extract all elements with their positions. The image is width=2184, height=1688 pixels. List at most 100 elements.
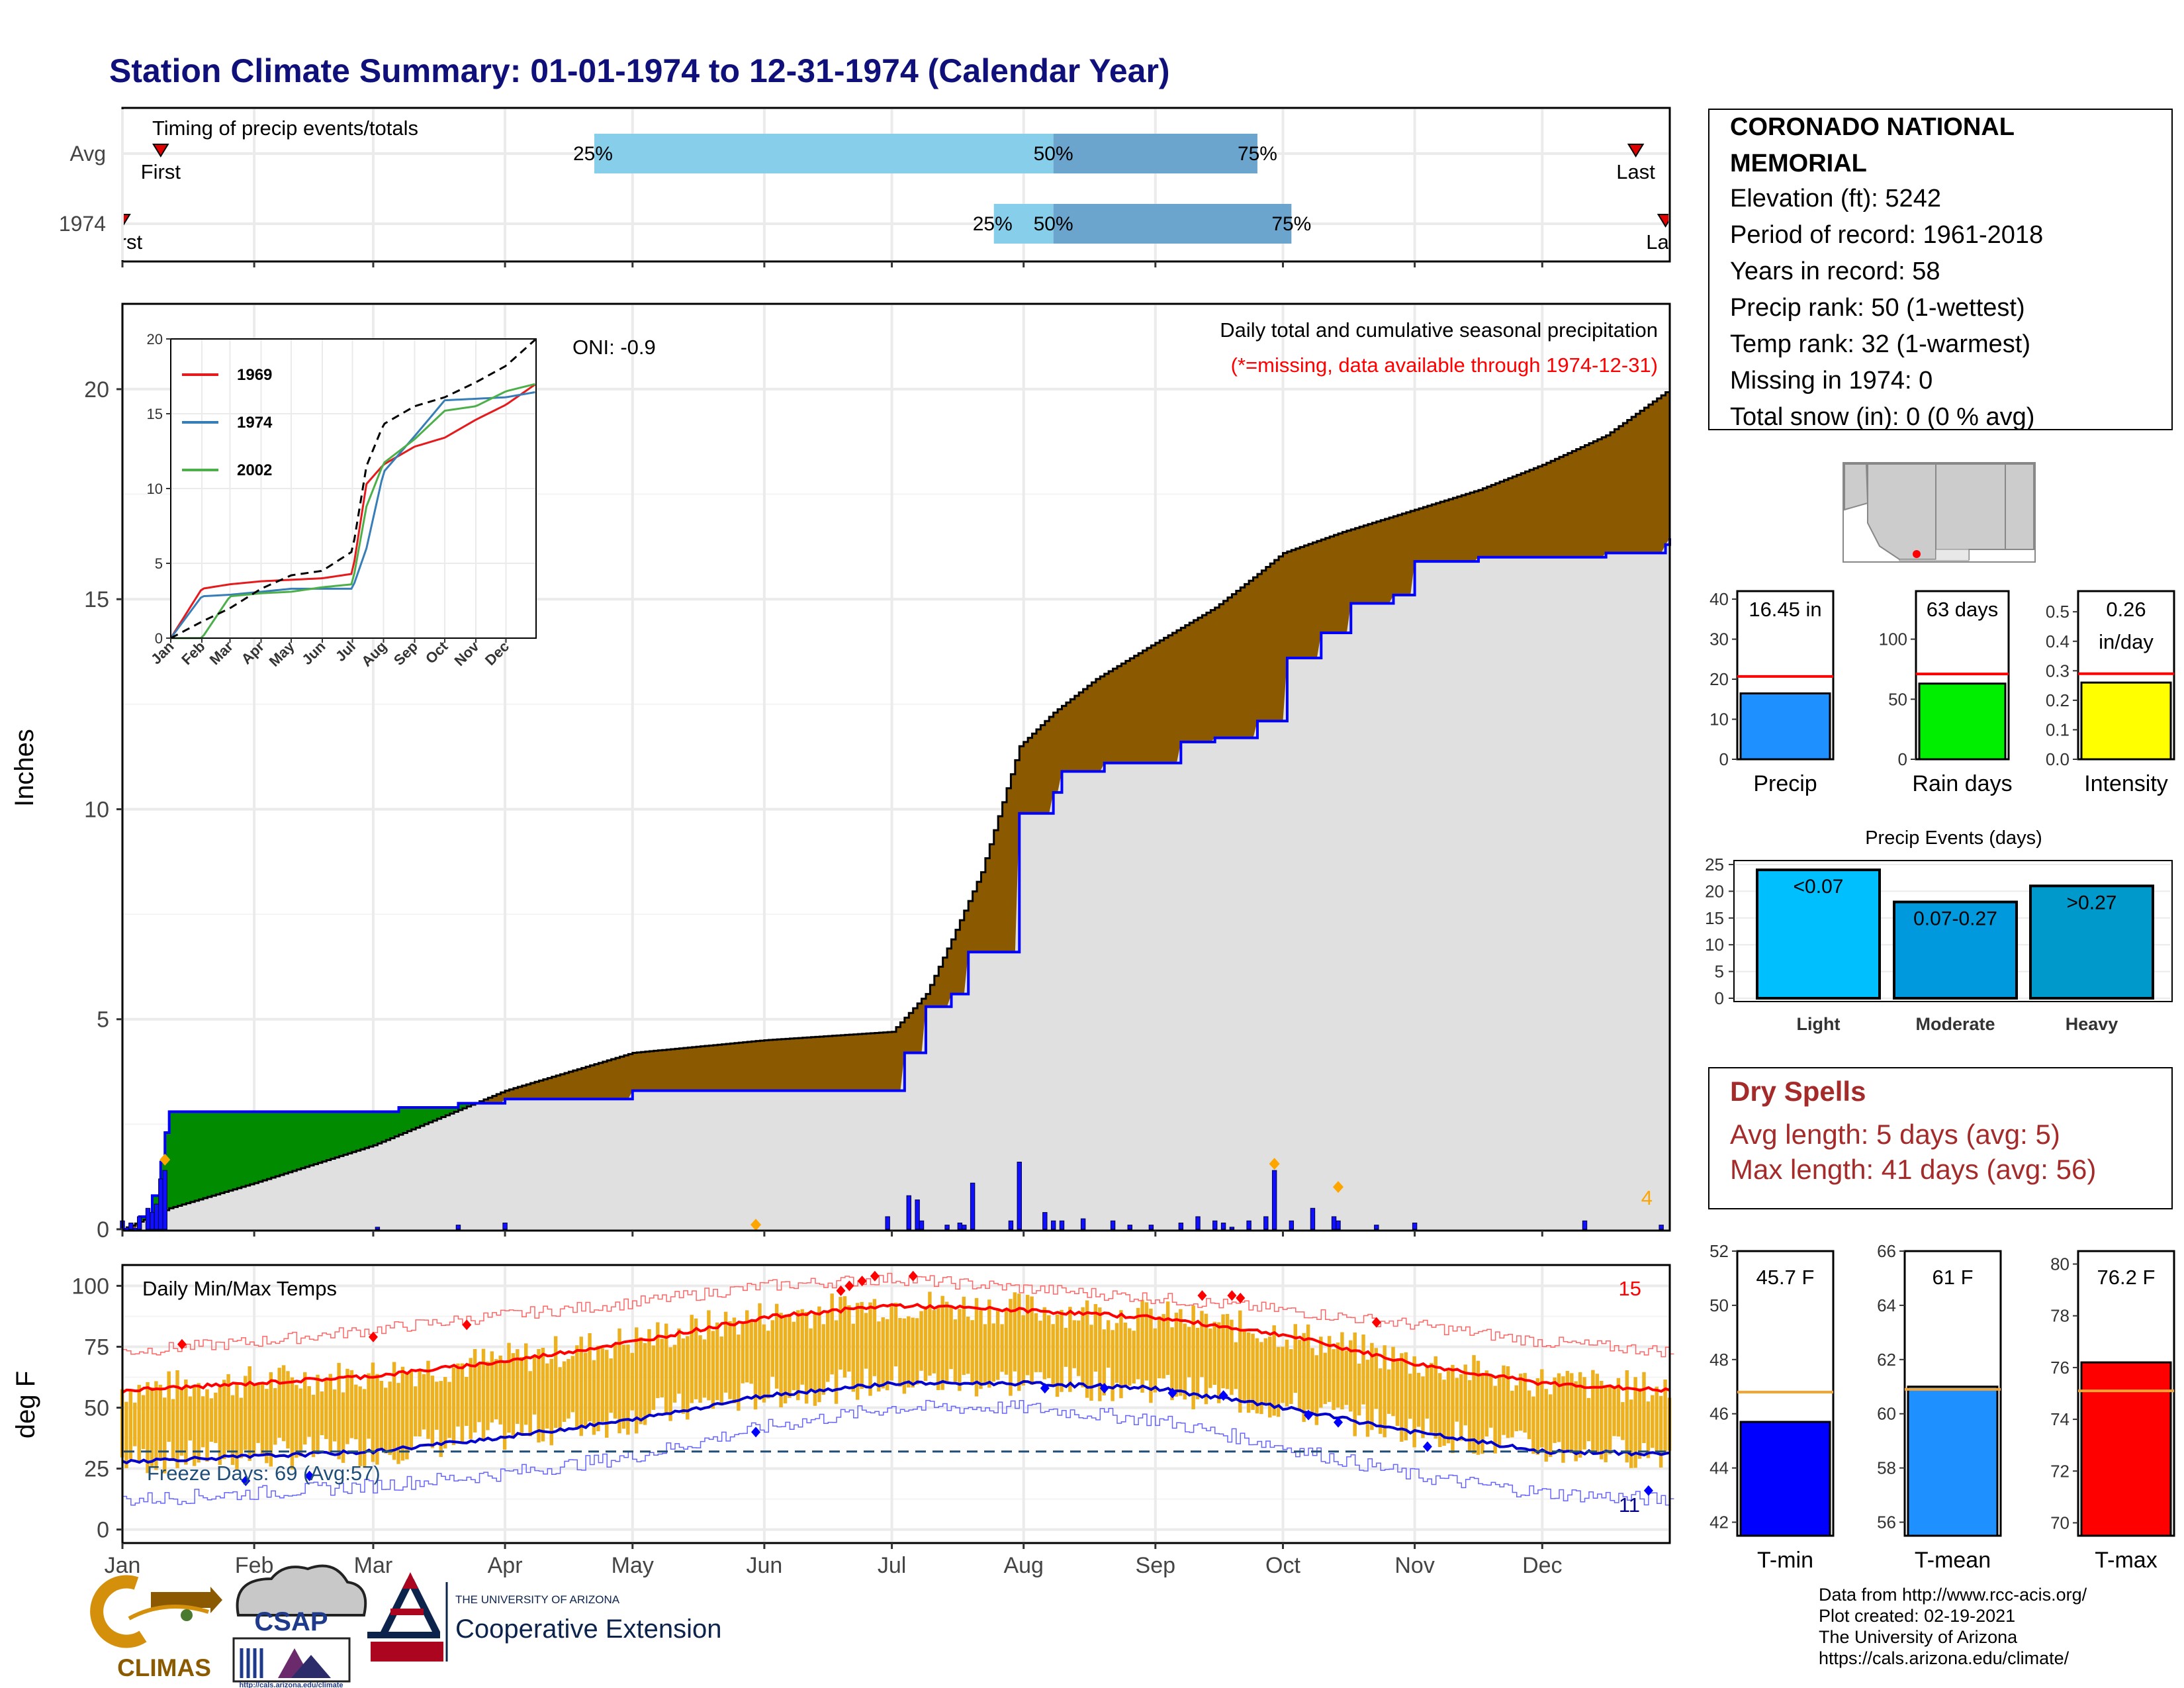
daily-precip-bar [502, 1222, 508, 1230]
summary-category-label: Precip [1753, 771, 1817, 796]
freeze-days: Freeze Days: 69 (Avg:57) [147, 1462, 381, 1485]
station-location-dot [1913, 550, 1921, 558]
timing-label: Timing of precip events/totals [152, 117, 418, 140]
month-tick-label: Apr [488, 1553, 523, 1578]
record-min-line [122, 1399, 1674, 1506]
daily-precip-bar [1271, 1170, 1277, 1230]
temp-ytick-label: 0 [97, 1518, 109, 1543]
summary-ytick-label: 40 [1709, 589, 1729, 609]
ua-logo: THE UNIVERSITY OF ARIZONA Cooperative Ex… [367, 1572, 721, 1662]
daily-precip-bar [944, 1225, 950, 1230]
inset-legend-label-2002: 2002 [237, 461, 272, 479]
station-snow: Total snow (in): 0 (0 % avg) [1730, 403, 2034, 431]
summary-ytick-label: 0 [1898, 749, 1907, 769]
station-name-line1: CORONADO NATIONAL [1730, 113, 2015, 141]
record-low-marker [241, 1475, 251, 1486]
precip-caption: Daily total and cumulative seasonal prec… [1220, 318, 1658, 342]
events-bar-light [1756, 868, 1881, 1000]
station-years: Years in record: 58 [1730, 258, 1940, 285]
summary-ytick-label: 0.1 [2046, 720, 2070, 739]
first-event-label: First [141, 160, 181, 183]
footer-line2: Plot created: 02-19-2021 [1819, 1606, 2015, 1626]
daily-precip-bar [150, 1212, 155, 1230]
events-bar-heavy [2029, 884, 2154, 1000]
record-high-marker [1197, 1290, 1207, 1301]
daily-precip-bar [1659, 1225, 1664, 1230]
timing-bar-q50-q75 [1053, 204, 1292, 244]
events-ytick-label: 10 [1705, 935, 1724, 955]
station-period: Period of record: 1961-2018 [1730, 221, 2043, 249]
daily-precip-bar [1582, 1220, 1588, 1230]
precip-ytick-label: 0 [97, 1217, 109, 1243]
temp-ytick-label: 25 [84, 1457, 109, 1482]
record-low-marker [1422, 1441, 1432, 1452]
cumulative-1974-line [122, 538, 1671, 1231]
daily-precip-bar [919, 1220, 925, 1230]
last-event-label: Last [1646, 230, 1685, 254]
dry-spells-title: Dry Spells [1730, 1076, 1866, 1107]
month-tick-label: Aug [1003, 1553, 1044, 1578]
first-event-marker [124, 214, 131, 226]
timing-row-avg: Avg [69, 142, 106, 165]
summary-category-label: Rain days [1912, 771, 2012, 796]
avg-cumulative-line [122, 389, 1671, 1231]
record-high-marker [908, 1270, 918, 1282]
footer-credits: Data from http://www.rcc-acis.org/ Plot … [1819, 1585, 2087, 1668]
temp-bar-t-min [1739, 1421, 1831, 1537]
last-event-marker [1627, 144, 1645, 158]
temp-box-label: T-mean [1915, 1548, 1991, 1573]
month-tick-label: Jun [746, 1553, 782, 1578]
temp-box-value: 61 F [1932, 1266, 1973, 1289]
daily-precip-bar [1212, 1220, 1218, 1230]
dry-spells-box: Dry Spells Avg length: 5 days (avg: 5) M… [1708, 1067, 2173, 1209]
csap-logo: CSAP http://cals.arizona.edu/climate [232, 1564, 367, 1688]
daily-precip-bar [1127, 1225, 1132, 1230]
temp-box-ytick-label: 76 [2050, 1358, 2070, 1378]
month-tick-label: Dec [1522, 1553, 1562, 1578]
temp-panel: 0 25 50 75 100 Jan Feb Mar Apr May Jun Jul Aug Sep Oc… [11, 1264, 1674, 1578]
temp-y-label: deg F [11, 1371, 40, 1438]
events-ytick-label: 20 [1705, 881, 1724, 901]
temp-bar-t-max [2080, 1361, 2172, 1537]
record-low-marker [1334, 1417, 1343, 1428]
record-max-line [122, 1272, 1674, 1358]
inset-line-1974 [169, 391, 535, 639]
precip-count-label: 4 [1641, 1186, 1653, 1209]
temp-box-ytick-label: 72 [2050, 1461, 2070, 1481]
summary-category-label: Intensity [2084, 771, 2168, 796]
record-high-marker [870, 1270, 880, 1282]
first-event-label: First [103, 230, 143, 254]
station-elevation: Elevation (ft): 5242 [1730, 185, 1941, 212]
daily-precip-bar [136, 1216, 142, 1230]
record-low-marker [1304, 1409, 1314, 1421]
summary-ytick-label: 100 [1879, 630, 1907, 649]
station-temp-rank: Temp rank: 32 (1-warmest) [1730, 330, 2030, 358]
timing-q75-label: 75% [1238, 143, 1277, 165]
inset-legend-label-1969: 1969 [237, 366, 272, 384]
summary-bar-precip [1739, 692, 1831, 761]
month-tick-label: Nov [1394, 1553, 1434, 1578]
timing-row-1974: 1974 [59, 212, 106, 236]
inset-ytick-label: 20 [147, 331, 163, 348]
daily-precip-bar [154, 1203, 159, 1230]
summary-bar-rain-days [1918, 682, 2007, 761]
temp-panel-label: Daily Min/Max Temps [142, 1277, 337, 1300]
inset-ytick-label: 15 [147, 406, 163, 422]
timing-bar-q25-q50 [594, 134, 1054, 173]
daily-precip-bar [1374, 1225, 1379, 1230]
dry-spells-avg: Avg length: 5 days (avg: 5) [1730, 1119, 2060, 1150]
daily-precip-bar [128, 1222, 134, 1230]
temp-box-ytick-label: 60 [1877, 1404, 1896, 1424]
events-bar-range: <0.07 [1794, 876, 1844, 898]
summary-value-label: 0.26 [2106, 598, 2146, 621]
temp-ytick-label: 100 [71, 1274, 109, 1299]
record-high-marker [836, 1285, 846, 1296]
summary-ytick-label: 0.3 [2046, 661, 2070, 680]
daily-precip-bar [1412, 1222, 1418, 1230]
temp-summary-charts: 42 44 46 48 50 52 45.7 F T-min 56 58 60 62 64 66 61 F T… [1709, 1241, 2175, 1573]
daily-precip-bar [962, 1225, 967, 1230]
daily-precip-bar [915, 1199, 920, 1230]
oni-label: ONI: -0.9 [572, 336, 656, 359]
footer-line4: https://cals.arizona.edu/climate/ [1819, 1648, 2070, 1668]
